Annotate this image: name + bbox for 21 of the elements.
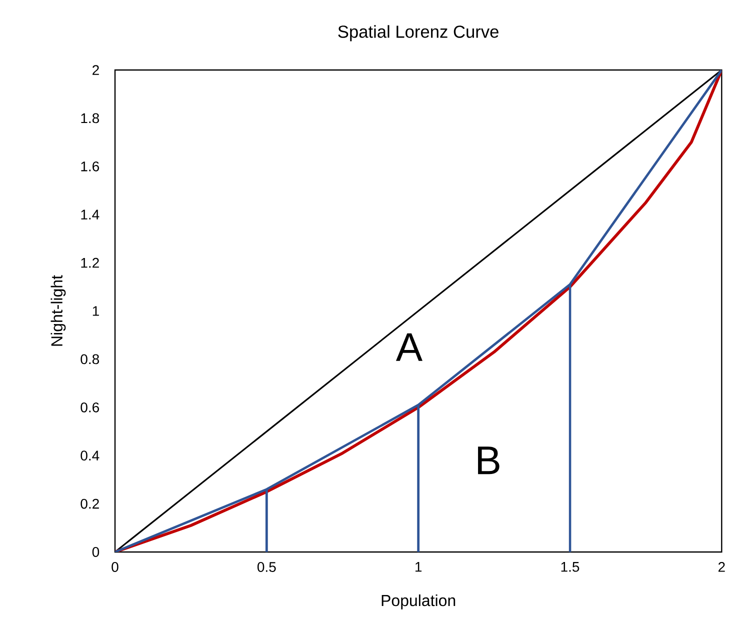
y-tick-label: 0.4 [80,450,100,461]
y-tick-label: 1 [92,306,99,316]
x-tick-label: 0 [112,562,118,572]
y-tick-label: 1.4 [81,210,100,220]
x-tick-label: 1 [416,562,422,572]
x-tick-label: 1.5 [561,562,580,572]
y-tick-label: 0.6 [80,402,100,412]
annotation: B [478,446,500,474]
annotation: A [396,333,422,361]
y-tick-label: 2 [92,65,99,75]
y-tick-label: 1.6 [81,161,100,172]
chart-title: Spatial Lorenz Curve [338,25,498,42]
y-tick-label: 0 [92,547,100,557]
y-tick-label: 0.2 [80,498,99,509]
y-axis-title: Night-light [50,275,66,346]
x-tick-label: 0.5 [257,562,276,572]
y-tick-label: 0.8 [80,354,100,364]
x-tick-label: 2 [718,562,725,572]
x-axis-title: Population [382,594,456,610]
y-tick-label: 1.2 [81,258,99,268]
y-tick-label: 1.8 [81,113,100,124]
